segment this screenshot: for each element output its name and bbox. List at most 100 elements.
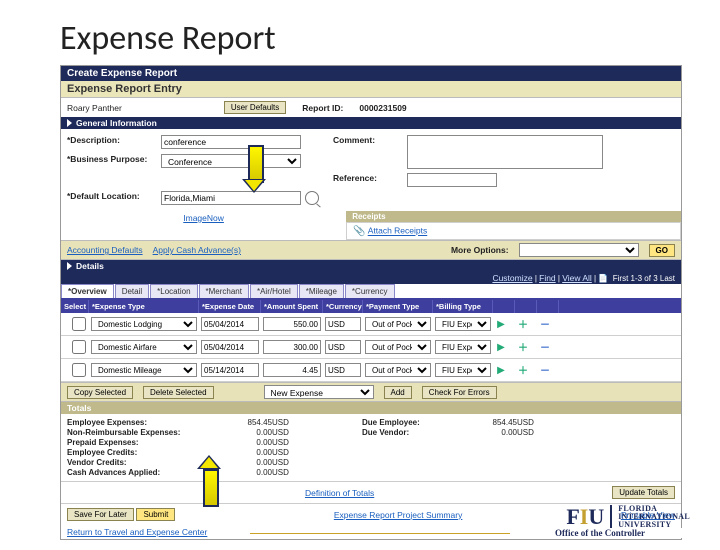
totals-cell [462, 468, 517, 477]
attach-receipts-link[interactable]: Attach Receipts [368, 226, 428, 236]
go-button[interactable]: GO [649, 244, 675, 257]
amount-input[interactable] [263, 363, 321, 377]
reference-label: Reference: [333, 173, 403, 187]
col-header: Select [61, 300, 89, 313]
delete-row-icon[interactable]: － [539, 341, 551, 353]
copy-selected-button[interactable]: Copy Selected [67, 386, 133, 399]
return-link[interactable]: Return to Travel and Expense Center [67, 527, 207, 537]
section-general-header[interactable]: General Information [61, 117, 681, 129]
customize-link[interactable]: Customize [492, 273, 532, 283]
totals-cell: USD [272, 428, 302, 437]
section-details-header[interactable]: Details [61, 260, 681, 272]
details-toolbar: Customize | Find | View All | 📄 First 1-… [61, 272, 681, 284]
definition-of-totals-link[interactable]: Definition of Totals [305, 488, 374, 498]
expense-type-select[interactable]: Domestic Lodging [91, 317, 197, 331]
page-title: Expense Report [60, 18, 682, 59]
expense-report-window: Create Expense Report Expense Report Ent… [60, 65, 682, 540]
new-expense-select[interactable]: New Expense [264, 385, 374, 399]
delete-selected-button[interactable]: Delete Selected [143, 386, 213, 399]
totals-cell: Due Vendor: [362, 428, 462, 437]
totals-cell [362, 458, 462, 467]
view-all-link[interactable]: View All [562, 273, 592, 283]
delete-row-icon[interactable]: － [539, 364, 551, 376]
billing-type-select[interactable]: FIU Expe [435, 363, 491, 377]
expense-date-input[interactable] [201, 317, 259, 331]
col-header [537, 300, 559, 313]
expense-type-select[interactable]: Domestic Airfare [91, 340, 197, 354]
tab-merchant[interactable]: *Merchant [199, 284, 249, 298]
delete-row-icon[interactable]: － [539, 318, 551, 330]
business-purpose-select[interactable]: Conference [161, 154, 301, 168]
currency-input[interactable] [325, 317, 361, 331]
detail-icon[interactable]: ▶ [495, 341, 507, 353]
totals-cell: USD [272, 438, 302, 447]
accounting-defaults-link[interactable]: Accounting Defaults [67, 245, 143, 255]
tab-airhotel[interactable]: *Air/Hotel [250, 284, 298, 298]
check-errors-button[interactable]: Check For Errors [422, 386, 497, 399]
business-purpose-label: *Business Purpose: [67, 154, 157, 169]
user-defaults-button[interactable]: User Defaults [224, 101, 286, 114]
billing-type-select[interactable]: FIU Expe [435, 317, 491, 331]
expense-type-select[interactable]: Domestic Mileage [91, 363, 197, 377]
tab-overview[interactable]: *Overview [61, 284, 114, 298]
find-link[interactable]: Find [539, 273, 556, 283]
totals-cell [302, 458, 362, 467]
expense-date-input[interactable] [201, 340, 259, 354]
totals-cell [302, 428, 362, 437]
totals-cell [517, 448, 547, 457]
page-subtitle: Expense Report Entry [61, 81, 681, 98]
table-row: Domestic Lodging Out of Pocket FIU Expe ▶ ＋ － [61, 313, 681, 336]
totals-cell [302, 468, 362, 477]
col-header: *Billing Type [433, 300, 493, 313]
collapse-icon [67, 119, 72, 127]
tab-detail[interactable]: Detail [115, 284, 149, 298]
tab-location[interactable]: *Location [150, 284, 197, 298]
detail-icon[interactable]: ▶ [495, 318, 507, 330]
image-now-link[interactable]: ImageNow [183, 213, 224, 223]
amount-input[interactable] [263, 340, 321, 354]
totals-cell: 0.00 [217, 438, 272, 447]
reference-input[interactable] [407, 173, 497, 187]
row-select[interactable] [67, 340, 91, 354]
payment-type-select[interactable]: Out of Pocket [365, 317, 431, 331]
expense-date-input[interactable] [201, 363, 259, 377]
save-for-later-button[interactable]: Save For Later [67, 508, 134, 521]
totals-cell [302, 438, 362, 447]
comment-label: Comment: [333, 135, 403, 150]
description-input[interactable] [161, 135, 301, 149]
table-row: Domestic Airfare Out of Pocket FIU Expe ▶ ＋ － [61, 336, 681, 359]
currency-input[interactable] [325, 340, 361, 354]
section-details-label: Details [76, 261, 104, 271]
default-location-input[interactable] [161, 191, 301, 205]
tab-currency[interactable]: *Currency [345, 284, 395, 298]
totals-cell: USD [272, 418, 302, 427]
update-totals-button[interactable]: Update Totals [612, 486, 675, 499]
lookup-icon[interactable] [305, 191, 319, 205]
apply-cash-link[interactable]: Apply Cash Advance(s) [153, 245, 241, 255]
totals-cell: Vendor Credits: [67, 458, 217, 467]
default-location-label: *Default Location: [67, 191, 157, 205]
tab-mileage[interactable]: *Mileage [299, 284, 344, 298]
totals-cell: 0.00 [217, 448, 272, 457]
project-summary-link[interactable]: Expense Report Project Summary [334, 510, 463, 520]
row-select[interactable] [67, 363, 91, 377]
payment-type-select[interactable]: Out of Pocket [365, 363, 431, 377]
payment-type-select[interactable]: Out of Pocket [365, 340, 431, 354]
report-id-label: Report ID: [302, 103, 343, 113]
submit-button[interactable]: Submit [136, 508, 175, 521]
currency-input[interactable] [325, 363, 361, 377]
add-row-icon[interactable]: ＋ [517, 318, 529, 330]
row-select[interactable] [67, 317, 91, 331]
amount-input[interactable] [263, 317, 321, 331]
detail-icon[interactable]: ▶ [495, 364, 507, 376]
more-options-select[interactable] [519, 243, 639, 257]
totals-cell: Employee Credits: [67, 448, 217, 457]
add-row-icon[interactable]: ＋ [517, 341, 529, 353]
comment-input[interactable] [407, 135, 603, 169]
employee-name: Roary Panther [67, 103, 122, 113]
add-row-icon[interactable]: ＋ [517, 364, 529, 376]
totals-cell: USD [517, 428, 547, 437]
general-info-form: *Description: Comment: *Business Purpose… [61, 129, 681, 211]
add-button[interactable]: Add [384, 386, 412, 399]
billing-type-select[interactable]: FIU Expe [435, 340, 491, 354]
